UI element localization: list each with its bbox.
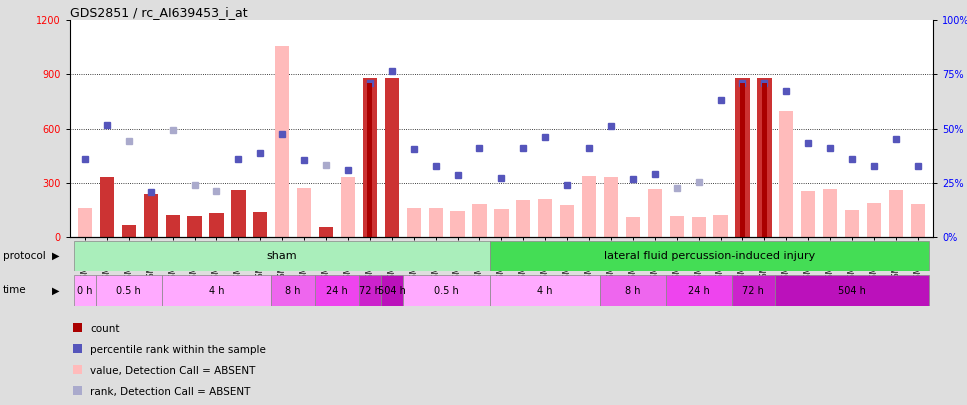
Bar [714, 215, 728, 237]
Bar [231, 190, 246, 237]
Bar [451, 211, 465, 237]
Bar [315, 275, 359, 306]
Text: 24 h: 24 h [326, 286, 348, 296]
Bar [490, 241, 928, 271]
Bar [490, 275, 600, 306]
Bar [428, 208, 443, 237]
Text: 0.5 h: 0.5 h [116, 286, 141, 296]
Bar [188, 216, 202, 237]
Bar [472, 204, 486, 237]
Bar [406, 208, 421, 237]
Bar [582, 177, 597, 237]
Bar [209, 213, 223, 237]
Text: 504 h: 504 h [378, 286, 406, 296]
Bar [359, 275, 381, 306]
Text: lateral fluid percussion-induced injury: lateral fluid percussion-induced injury [604, 251, 815, 261]
Bar [272, 275, 315, 306]
Bar [340, 177, 355, 237]
Bar [143, 194, 158, 237]
Text: 72 h: 72 h [359, 286, 381, 296]
Bar [494, 209, 509, 237]
Text: 504 h: 504 h [838, 286, 866, 296]
Text: ▶: ▶ [52, 251, 60, 261]
Text: time: time [3, 286, 26, 295]
Bar [74, 275, 96, 306]
Bar [161, 275, 272, 306]
Bar [648, 189, 662, 237]
Text: 0.5 h: 0.5 h [434, 286, 459, 296]
Bar [801, 191, 815, 237]
Text: 24 h: 24 h [688, 286, 710, 296]
Bar [845, 210, 860, 237]
Text: count: count [90, 324, 120, 334]
Text: 4 h: 4 h [538, 286, 553, 296]
Bar [403, 275, 490, 306]
Bar [77, 208, 92, 237]
Bar [669, 216, 684, 237]
Bar [538, 199, 552, 237]
Text: 0 h: 0 h [77, 286, 93, 296]
Bar [297, 188, 311, 237]
Text: GDS2851 / rc_AI639453_i_at: GDS2851 / rc_AI639453_i_at [70, 6, 248, 19]
Bar [600, 275, 665, 306]
Text: sham: sham [267, 251, 298, 261]
Bar [96, 275, 161, 306]
Text: 8 h: 8 h [285, 286, 301, 296]
Bar [381, 275, 403, 306]
Bar [866, 202, 881, 237]
Bar [122, 225, 136, 237]
Bar [665, 275, 731, 306]
Bar [165, 215, 180, 237]
Text: 72 h: 72 h [743, 286, 764, 296]
Bar [889, 190, 903, 237]
Bar [823, 189, 837, 237]
Bar [626, 217, 640, 237]
Bar [319, 227, 334, 237]
Bar [385, 78, 399, 237]
Bar [776, 275, 928, 306]
Bar [779, 111, 794, 237]
Bar [74, 241, 490, 271]
Bar [762, 83, 767, 237]
Bar [691, 217, 706, 237]
Bar [275, 45, 289, 237]
Bar [911, 204, 925, 237]
Text: percentile rank within the sample: percentile rank within the sample [90, 345, 266, 355]
Bar [363, 78, 377, 237]
Text: value, Detection Call = ABSENT: value, Detection Call = ABSENT [90, 366, 255, 376]
Text: 4 h: 4 h [209, 286, 224, 296]
Bar [560, 205, 574, 237]
Bar [516, 200, 531, 237]
Bar [731, 275, 776, 306]
Bar [603, 177, 618, 237]
Bar [740, 83, 745, 237]
Bar [100, 177, 114, 237]
Bar [367, 83, 372, 237]
Text: ▶: ▶ [52, 286, 60, 295]
Text: rank, Detection Call = ABSENT: rank, Detection Call = ABSENT [90, 387, 250, 397]
Text: 8 h: 8 h [625, 286, 641, 296]
Bar [253, 212, 268, 237]
Text: protocol: protocol [3, 251, 45, 261]
Bar [757, 78, 772, 237]
Bar [735, 78, 749, 237]
